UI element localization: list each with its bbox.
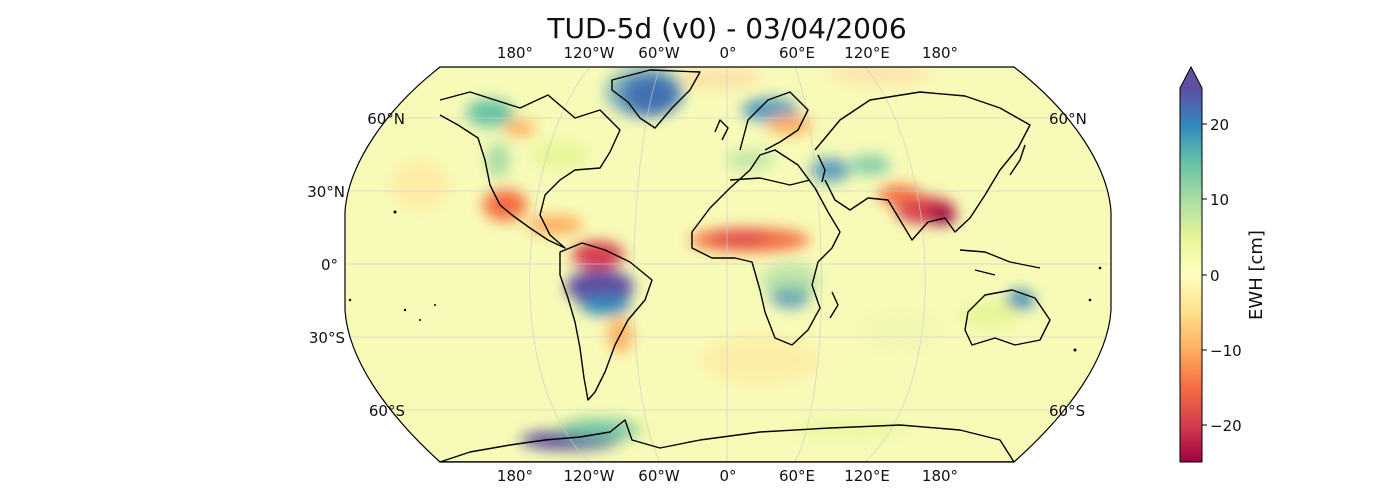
lon-label-top: 120°W: [564, 44, 615, 62]
map-border: [344, 66, 1112, 463]
map-title: TUD-5d (v0) - 03/04/2006: [546, 12, 906, 45]
colorbar-extend-arrow: [1180, 67, 1202, 88]
lon-labels-bottom: 180° 120°W 60°W 0° 60°E 120°E 180°: [497, 467, 958, 485]
madagascar-coast: [829, 291, 839, 319]
scandinavia-coast: [739, 91, 809, 151]
lon-label-bottom: 0°: [719, 467, 736, 485]
colorbar: 20 10 0 −10 −20 EWH [cm]: [1179, 65, 1267, 463]
colorbar-tick-label: 0: [1210, 267, 1220, 285]
lat-label-left: 60°S: [369, 402, 405, 420]
south-america-coast: [559, 242, 653, 401]
colorbar-tick-marks: [1202, 123, 1207, 426]
coastlines: [439, 69, 1051, 462]
lon-label-bottom: 180°: [922, 467, 958, 485]
lon-label-top: 60°W: [638, 44, 680, 62]
lon-label-top: 180°: [922, 44, 958, 62]
north-america-coast: [439, 91, 621, 249]
indonesia-coast: [959, 249, 1041, 276]
lat-label-right: 60°S: [1049, 402, 1085, 420]
europe-africa-coast: [691, 149, 841, 346]
lon-label-top: 120°E: [844, 44, 890, 62]
world-map: [344, 66, 1112, 463]
greenland-coast: [611, 69, 701, 129]
lat-label-right: 60°N: [1049, 110, 1087, 128]
lat-label-left: 30°N: [307, 183, 345, 201]
colorbar-tick-label: 10: [1210, 191, 1229, 209]
lon-label-bottom: 120°E: [844, 467, 890, 485]
lon-label-bottom: 60°W: [638, 467, 680, 485]
asia-coast: [814, 91, 1031, 241]
lon-label-top: 60°E: [779, 44, 815, 62]
map-ocean-background: [345, 67, 1111, 462]
antarctica-coast: [439, 419, 1015, 462]
lat-label-left: 30°S: [309, 329, 345, 347]
caspian-coast: [817, 154, 826, 183]
lat-labels: 60°N 30°N 0° 30°S 60°S 60°N 60°S: [307, 110, 1087, 420]
lon-label-bottom: 60°E: [779, 467, 815, 485]
uk-coast: [714, 119, 729, 141]
colorbar-label: EWH [cm]: [1246, 230, 1267, 320]
colorbar-tick-label: −10: [1210, 342, 1242, 360]
lat-label-left: 60°N: [367, 110, 405, 128]
colorbar-tick-label: −20: [1210, 417, 1242, 435]
pacific-islands: [348, 210, 1102, 352]
lon-labels-top: 180° 120°W 60°W 0° 60°E 120°E 180°: [497, 44, 958, 62]
lon-label-bottom: 180°: [497, 467, 533, 485]
colorbar-outline: [1179, 65, 1203, 463]
lat-label-left: 0°: [321, 256, 338, 274]
japan-coast: [1009, 144, 1026, 176]
lon-label-bottom: 120°W: [564, 467, 615, 485]
colorbar-tick-label: 20: [1210, 116, 1229, 134]
mediterranean-coast: [729, 177, 811, 186]
lon-label-top: 0°: [719, 44, 736, 62]
colorbar-gradient: [1180, 88, 1202, 462]
lon-label-top: 180°: [497, 44, 533, 62]
australia-coast: [964, 289, 1051, 346]
